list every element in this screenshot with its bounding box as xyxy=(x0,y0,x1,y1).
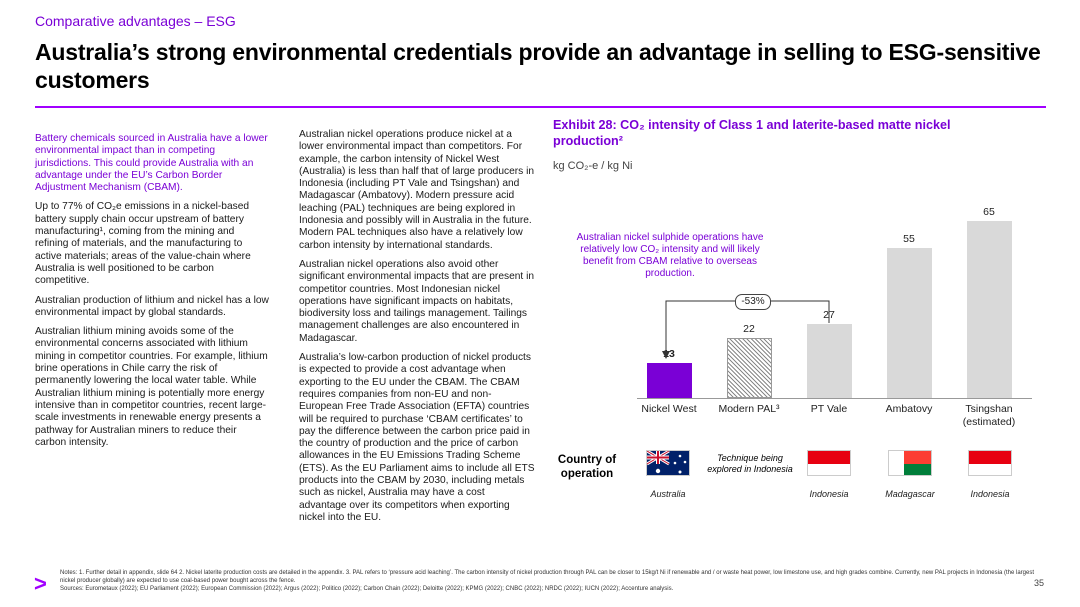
reduction-percent-badge: -53% xyxy=(735,294,771,310)
country-name: Indonesia xyxy=(809,489,849,499)
madagascar-flag-icon xyxy=(888,450,932,476)
bar-value-label: 13 xyxy=(663,347,675,360)
country-name: Madagascar xyxy=(885,489,935,499)
middle-text-column: Australian nickel operations produce nic… xyxy=(299,129,535,531)
sources-text: Sources: Eurometaux (2022); EU Parliamen… xyxy=(60,585,674,592)
indonesia-flag-icon xyxy=(968,450,1012,476)
chart-baseline xyxy=(637,398,1032,399)
category-label: Modern PAL³ xyxy=(718,403,780,415)
title-divider xyxy=(35,106,1046,108)
page-title: Australia’s strong environmental credent… xyxy=(35,39,1041,93)
paragraph: Australian lithium mining avoids some of… xyxy=(35,326,268,448)
indonesia-flag-icon xyxy=(807,450,851,476)
left-text-column: Battery chemicals sourced in Australia h… xyxy=(35,133,270,456)
notes-text: Notes: 1. Further detail in appendix, sl… xyxy=(60,570,1034,584)
bar-1 xyxy=(726,338,772,398)
paragraph: Australian nickel operations produce nic… xyxy=(299,129,534,251)
paragraph: Australian nickel operations also avoid … xyxy=(299,258,534,344)
accenture-logo: > xyxy=(34,571,47,596)
australia-flag-icon xyxy=(646,450,690,476)
country-of-operation-label: Country of operation xyxy=(557,454,617,480)
bar-value-label: 22 xyxy=(743,323,755,336)
page-number: 35 xyxy=(1034,578,1045,588)
category-label: Ambatovy xyxy=(885,403,933,415)
chart-unit-label: kg CO₂-e / kg Ni xyxy=(553,160,633,172)
bar-2 xyxy=(806,324,852,398)
category-label: Tsingshan (estimated) xyxy=(962,403,1016,428)
country-name: Indonesia xyxy=(970,489,1010,499)
technique-note: Technique being explored in Indonesia xyxy=(707,453,793,474)
footnotes: Notes: 1. Further detail in appendix, sl… xyxy=(60,570,1040,593)
bar-value-label: 55 xyxy=(903,233,915,246)
country-name: Australia xyxy=(650,489,686,499)
paragraph: Up to 77% of CO₂e emissions in a nickel-… xyxy=(35,201,251,287)
exhibit-title: Exhibit 28: CO₂ intensity of Class 1 and… xyxy=(553,118,951,148)
section-label: Comparative advantages – ESG xyxy=(35,13,236,29)
bar-3 xyxy=(886,248,932,398)
bar-4 xyxy=(966,221,1012,398)
category-label: PT Vale xyxy=(810,403,848,415)
intro-paragraph: Battery chemicals sourced in Australia h… xyxy=(35,133,268,194)
bar-0 xyxy=(646,362,692,398)
category-label: Nickel West xyxy=(641,403,697,415)
chart-callout: Australian nickel sulphide operations ha… xyxy=(576,232,764,279)
paragraph: Australian production of lithium and nic… xyxy=(35,294,269,318)
paragraph: Australia’s low-carbon production of nic… xyxy=(299,352,535,523)
bar-value-label: 65 xyxy=(983,206,995,218)
